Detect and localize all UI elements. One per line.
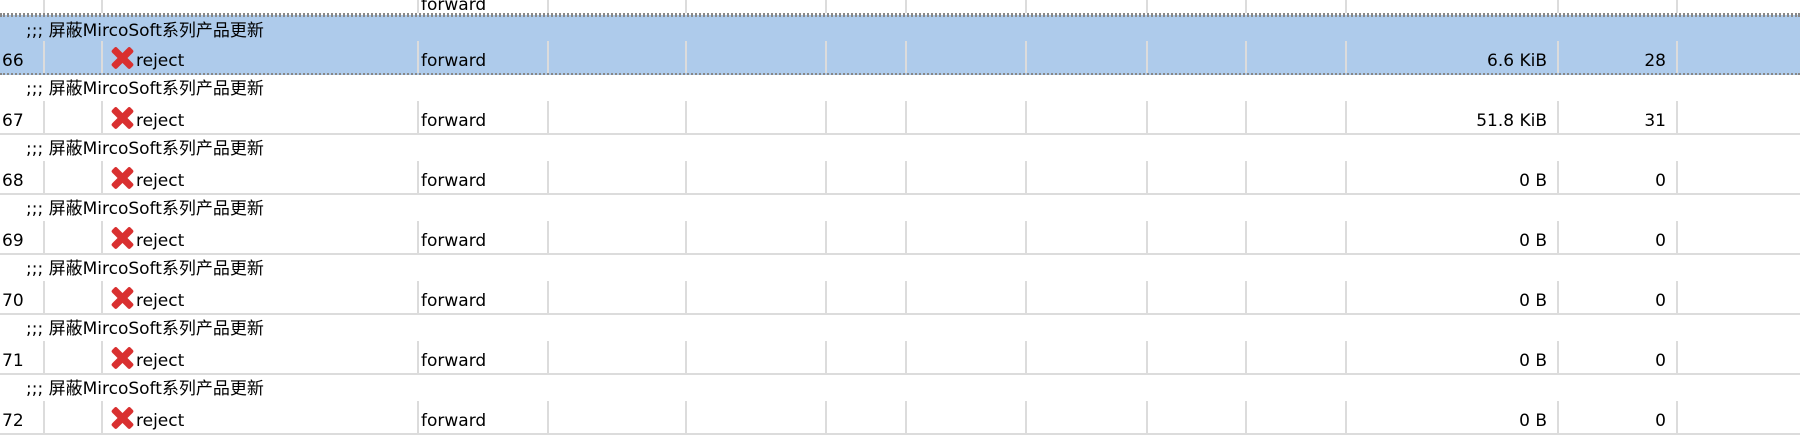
bytes-cell: 0 B <box>1347 401 1559 433</box>
table-row[interactable]: 70 reject forward 0 B 0 <box>0 281 1800 315</box>
action-label: reject <box>136 51 185 71</box>
chain-cell: forward <box>419 41 549 73</box>
packets-cell: 0 <box>1559 221 1678 253</box>
reject-x-icon <box>111 347 133 369</box>
action-label: reject <box>136 351 185 371</box>
rule-number: 69 <box>0 221 45 253</box>
rule-number: 66 <box>0 41 45 73</box>
rule-comment: ;;; 屏蔽MircoSoft系列产品更新 <box>26 199 264 219</box>
packets-cell: 28 <box>1559 41 1678 73</box>
rule-number: 68 <box>0 161 45 193</box>
chain-cell: forward <box>419 341 549 373</box>
table-row[interactable]: 72 reject forward 0 B 0 <box>0 401 1800 435</box>
packets-cell: 31 <box>1559 101 1678 133</box>
bytes-cell: 51.8 KiB <box>1347 101 1559 133</box>
bytes-cell: 6.6 KiB <box>1347 41 1559 73</box>
rule-number: 67 <box>0 101 45 133</box>
rule-comment-row[interactable]: ;;; 屏蔽MircoSoft系列产品更新 <box>0 15 1800 41</box>
rule-comment: ;;; 屏蔽MircoSoft系列产品更新 <box>26 139 264 159</box>
rule-comment: ;;; 屏蔽MircoSoft系列产品更新 <box>26 259 264 279</box>
reject-x-icon <box>111 287 133 309</box>
reject-x-icon <box>111 107 133 129</box>
rule-comment-row[interactable]: ;;; 屏蔽MircoSoft系列产品更新 <box>0 195 1800 221</box>
chain-cell: forward <box>419 161 549 193</box>
table-row[interactable]: 69 reject forward 0 B 0 <box>0 221 1800 255</box>
rule-comment-row[interactable]: ;;; 屏蔽MircoSoft系列产品更新 <box>0 375 1800 401</box>
rule-comment-row[interactable]: ;;; 屏蔽MircoSoft系列产品更新 <box>0 135 1800 161</box>
chain-cell: forward <box>419 401 549 433</box>
rule-number: 72 <box>0 401 45 433</box>
action-cell: reject <box>103 221 419 253</box>
rule-number: 70 <box>0 281 45 313</box>
action-cell: reject <box>103 401 419 433</box>
rule-comment-row[interactable]: ;;; 屏蔽MircoSoft系列产品更新 <box>0 255 1800 281</box>
rule-comment-row[interactable]: ;;; 屏蔽MircoSoft系列产品更新 <box>0 315 1800 341</box>
reject-x-icon <box>111 167 133 189</box>
action-cell: reject <box>103 161 419 193</box>
action-cell: reject <box>103 101 419 133</box>
bytes-cell: 0 B <box>1347 221 1559 253</box>
table-row[interactable]: 66 reject forward 6.6 KiB 28 <box>0 41 1800 75</box>
rule-comment: ;;; 屏蔽MircoSoft系列产品更新 <box>26 319 264 339</box>
bytes-cell: 0 B <box>1347 341 1559 373</box>
action-label: reject <box>136 231 185 251</box>
action-label: reject <box>136 291 185 311</box>
bytes-cell: 0 B <box>1347 161 1559 193</box>
action-label: reject <box>136 111 185 131</box>
action-label: reject <box>136 411 185 431</box>
reject-x-icon <box>111 47 133 69</box>
rule-comment: ;;; 屏蔽MircoSoft系列产品更新 <box>26 79 264 99</box>
packets-cell: 0 <box>1559 281 1678 313</box>
packets-cell: 0 <box>1559 401 1678 433</box>
action-cell: reject <box>103 41 419 73</box>
table-row[interactable]: 68 reject forward 0 B 0 <box>0 161 1800 195</box>
rule-comment: ;;; 屏蔽MircoSoft系列产品更新 <box>26 379 264 399</box>
action-label: reject <box>136 171 185 191</box>
packets-cell: 0 <box>1559 161 1678 193</box>
chain-cell: forward <box>419 221 549 253</box>
chain-cell: forward <box>419 0 549 13</box>
bytes-cell: 0 B <box>1347 281 1559 313</box>
reject-x-icon <box>111 227 133 249</box>
action-cell: reject <box>103 341 419 373</box>
reject-x-icon <box>111 407 133 429</box>
table-row-partial[interactable]: forward <box>0 0 1800 15</box>
table-row[interactable]: 71 reject forward 0 B 0 <box>0 341 1800 375</box>
chain-cell: forward <box>419 281 549 313</box>
rule-number: 71 <box>0 341 45 373</box>
table-row[interactable]: 67 reject forward 51.8 KiB 31 <box>0 101 1800 135</box>
packets-cell: 0 <box>1559 341 1678 373</box>
rule-comment-row[interactable]: ;;; 屏蔽MircoSoft系列产品更新 <box>0 75 1800 101</box>
chain-cell: forward <box>419 101 549 133</box>
action-cell: reject <box>103 281 419 313</box>
rule-comment: ;;; 屏蔽MircoSoft系列产品更新 <box>26 21 264 41</box>
